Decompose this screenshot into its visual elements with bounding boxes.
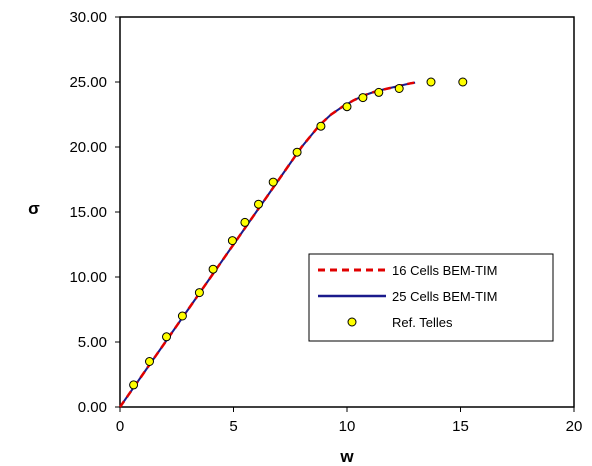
legend-label-25-cells: 25 Cells BEM-TIM: [392, 289, 497, 304]
ref-telles-point: [358, 93, 368, 103]
y-axis-title: σ: [28, 199, 40, 218]
x-tick-label: 0: [116, 418, 124, 435]
ref-telles-point: [177, 311, 187, 321]
legend-label-ref-telles: Ref. Telles: [392, 315, 453, 330]
x-tick-label: 20: [566, 418, 583, 435]
y-tick-label: 30.00: [69, 9, 107, 26]
series-16-cells-line: [118, 81, 416, 408]
ref-telles-point: [268, 177, 278, 187]
ref-telles-point: [394, 84, 404, 93]
y-tick-label: 10.00: [69, 269, 107, 286]
ref-telles-point: [458, 77, 468, 87]
y-tick-label: 25.00: [69, 74, 107, 91]
series-markers: [129, 77, 468, 390]
ref-telles-point: [208, 264, 218, 274]
x-tick-label: 15: [452, 418, 469, 435]
x-tick-label: 10: [339, 418, 356, 435]
y-tick-label: 20.00: [69, 139, 107, 156]
x-axis-title: w: [339, 447, 354, 466]
ref-telles-point: [342, 102, 352, 112]
y-tick-label: 0.00: [78, 399, 107, 416]
ref-telles-point: [426, 77, 436, 87]
ref-telles-point: [162, 332, 171, 342]
y-tick-label: 5.00: [78, 334, 107, 351]
ref-telles-point: [316, 121, 326, 131]
x-axis-ticks: 0 5 10 15 20: [116, 407, 583, 435]
ref-telles-point: [374, 87, 384, 97]
plot-area: [119, 16, 575, 408]
ref-telles-point: [194, 288, 204, 298]
ref-telles-point: [145, 357, 154, 366]
legend-label-16-cells: 16 Cells BEM-TIM: [392, 263, 497, 278]
y-tick-label: 15.00: [69, 204, 107, 221]
x-tick-label: 5: [229, 418, 237, 435]
legend-box: [308, 253, 554, 342]
ref-telles-point: [240, 217, 250, 227]
ref-telles-point: [227, 236, 237, 246]
y-axis-ticks: 0.00 5.00 10.00 15.00 20.00 25.00 30.00: [69, 9, 120, 416]
ref-telles-point: [254, 199, 263, 209]
legend: 16 Cells BEM-TIM 25 Cells BEM-TIM Ref. T…: [308, 253, 554, 342]
ref-telles-point: [292, 147, 302, 157]
ref-telles-point: [129, 380, 139, 390]
legend-marker-ref-telles: [347, 317, 357, 327]
